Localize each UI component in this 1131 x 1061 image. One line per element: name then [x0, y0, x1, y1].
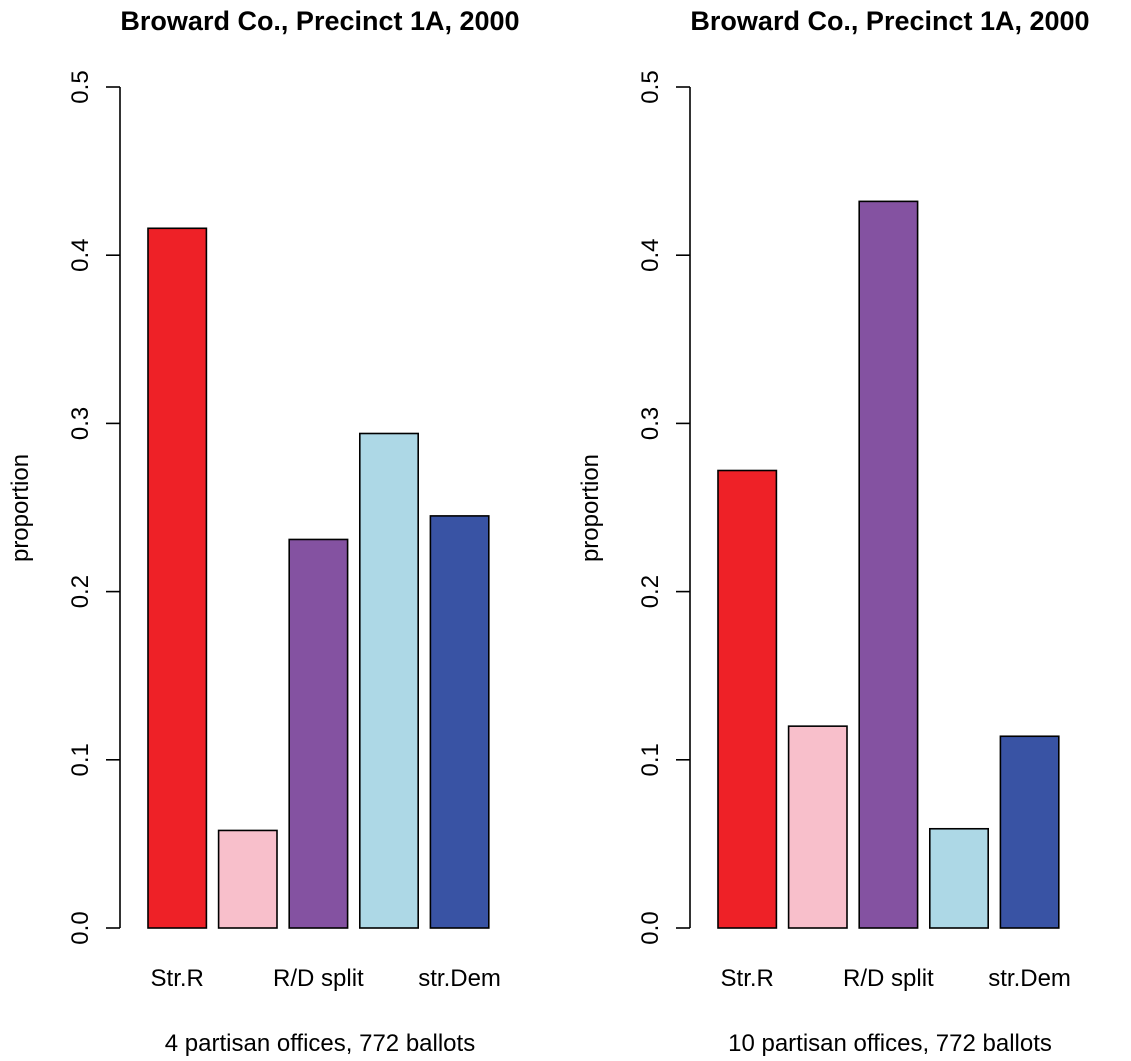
bar: [787, 725, 848, 929]
y-tick-label: 0.0: [67, 911, 94, 944]
x-tick-label: Str.R: [721, 965, 774, 992]
y-tick-label: 0.4: [67, 239, 94, 272]
x-tick-label: R/D split: [273, 965, 364, 992]
bar: [928, 827, 989, 929]
bar: [358, 432, 419, 929]
y-tick-label: 0.1: [637, 743, 664, 776]
y-tick-label: 0.3: [637, 407, 664, 440]
x-tick-label: str.Dem: [418, 965, 501, 992]
x-tick-label: Str.R: [151, 965, 204, 992]
bar: [217, 829, 278, 929]
bar: [429, 515, 490, 929]
x-tick-label: R/D split: [843, 965, 934, 992]
y-tick-label: 0.2: [637, 575, 664, 608]
y-tick-label: 0.4: [637, 239, 664, 272]
chart-title: Broward Co., Precinct 1A, 2000: [690, 6, 1089, 36]
x-axis-label: 10 partisan offices, 772 ballots: [728, 1030, 1052, 1057]
y-axis-label: proportion: [7, 454, 34, 562]
y-tick-label: 0.1: [67, 743, 94, 776]
bar: [717, 469, 778, 929]
bar: [999, 735, 1060, 929]
y-tick-label: 0.0: [637, 911, 664, 944]
y-tick-label: 0.2: [67, 575, 94, 608]
y-tick-label: 0.5: [637, 70, 664, 103]
x-axis-label: 4 partisan offices, 772 ballots: [165, 1030, 475, 1057]
bar: [858, 200, 919, 929]
chart-title: Broward Co., Precinct 1A, 2000: [120, 6, 519, 36]
bar: [288, 538, 349, 929]
y-tick-label: 0.5: [67, 70, 94, 103]
y-tick-label: 0.3: [67, 407, 94, 440]
bar: [147, 227, 208, 929]
x-tick-label: str.Dem: [988, 965, 1071, 992]
y-axis-label: proportion: [577, 454, 604, 562]
